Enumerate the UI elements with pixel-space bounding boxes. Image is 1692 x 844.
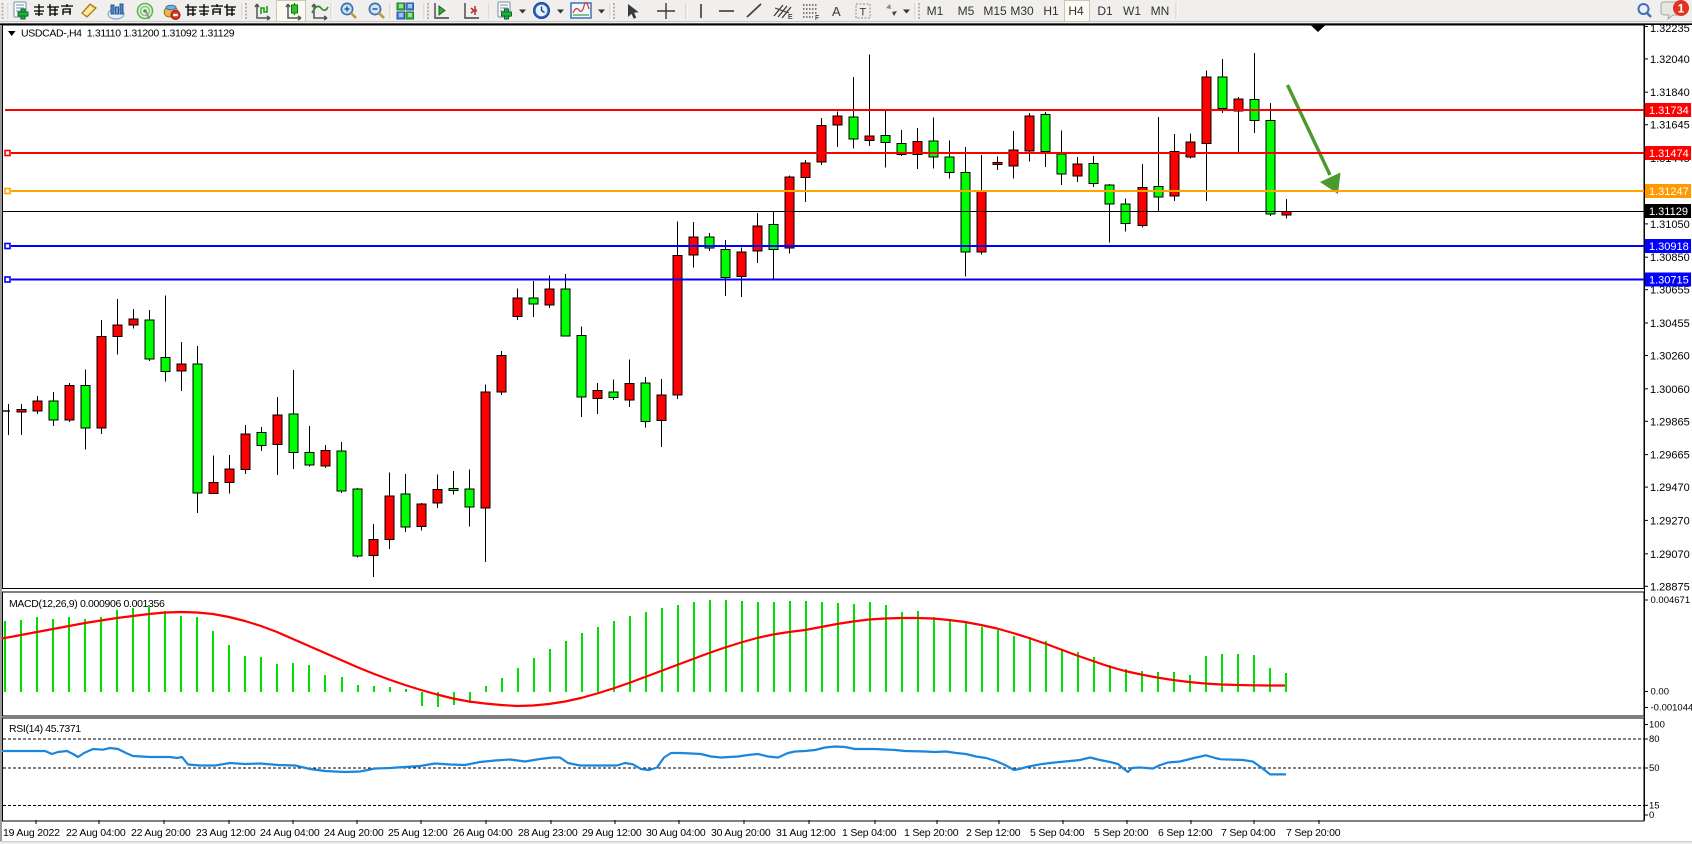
svg-text:1.30918: 1.30918 bbox=[1649, 241, 1689, 253]
svg-text:1 Sep 04:00: 1 Sep 04:00 bbox=[842, 827, 897, 839]
svg-text:1.30850: 1.30850 bbox=[1650, 252, 1690, 264]
svg-text:6 Sep 12:00: 6 Sep 12:00 bbox=[1158, 827, 1213, 839]
svg-text:1.28875: 1.28875 bbox=[1650, 581, 1690, 593]
svg-text:M30: M30 bbox=[1010, 4, 1034, 18]
svg-text:-0.001044: -0.001044 bbox=[1651, 703, 1692, 714]
svg-text:5 Sep 20:00: 5 Sep 20:00 bbox=[1094, 827, 1149, 839]
svg-text:1.30260: 1.30260 bbox=[1650, 351, 1690, 363]
svg-text:29 Aug 12:00: 29 Aug 12:00 bbox=[582, 827, 642, 839]
svg-text:22 Aug 20:00: 22 Aug 20:00 bbox=[131, 827, 191, 839]
svg-text:1.31247: 1.31247 bbox=[1649, 186, 1689, 198]
svg-text:1.30455: 1.30455 bbox=[1650, 318, 1690, 330]
svg-text:80: 80 bbox=[1649, 734, 1660, 745]
svg-text:1.32040: 1.32040 bbox=[1650, 54, 1690, 66]
svg-text:100: 100 bbox=[1649, 720, 1665, 731]
svg-text:1.29865: 1.29865 bbox=[1650, 416, 1690, 428]
svg-text:26 Aug 04:00: 26 Aug 04:00 bbox=[453, 827, 513, 839]
svg-text:2 Sep 12:00: 2 Sep 12:00 bbox=[966, 827, 1021, 839]
svg-text:USDCAD-,H4 1.31110 1.31200 1.: USDCAD-,H4 1.31110 1.31200 1.31092 1.311… bbox=[21, 28, 235, 40]
svg-text:1.31734: 1.31734 bbox=[1649, 105, 1689, 117]
svg-text:1.30655: 1.30655 bbox=[1650, 285, 1690, 297]
svg-text:1.31050: 1.31050 bbox=[1650, 219, 1690, 231]
svg-text:M5: M5 bbox=[958, 4, 975, 18]
svg-text:H1: H1 bbox=[1043, 4, 1059, 18]
svg-text:A: A bbox=[832, 4, 841, 19]
svg-text:E: E bbox=[788, 14, 793, 21]
svg-text:15: 15 bbox=[1649, 801, 1660, 812]
svg-text:50: 50 bbox=[1649, 763, 1660, 774]
svg-text:M1: M1 bbox=[927, 4, 944, 18]
svg-text:7 Sep 20:00: 7 Sep 20:00 bbox=[1286, 827, 1341, 839]
svg-text:0.004671: 0.004671 bbox=[1651, 595, 1691, 606]
svg-text:MACD(12,26,9) 0.000906 0.00135: MACD(12,26,9) 0.000906 0.001356 bbox=[9, 598, 165, 610]
svg-text:24 Aug 20:00: 24 Aug 20:00 bbox=[324, 827, 384, 839]
svg-text:1.30715: 1.30715 bbox=[1649, 275, 1689, 287]
svg-text:T: T bbox=[860, 7, 867, 19]
svg-text:1.31129: 1.31129 bbox=[1649, 206, 1688, 218]
svg-text:M15: M15 bbox=[983, 4, 1007, 18]
svg-text:D1: D1 bbox=[1097, 4, 1113, 18]
svg-text:1.31474: 1.31474 bbox=[1649, 148, 1689, 160]
svg-text:1.29270: 1.29270 bbox=[1650, 515, 1690, 527]
svg-text:23 Aug 12:00: 23 Aug 12:00 bbox=[196, 827, 256, 839]
svg-text:22 Aug 04:00: 22 Aug 04:00 bbox=[66, 827, 126, 839]
svg-text:1: 1 bbox=[1678, 2, 1685, 16]
svg-text:H4: H4 bbox=[1068, 4, 1084, 18]
svg-text:28 Aug 23:00: 28 Aug 23:00 bbox=[518, 827, 578, 839]
svg-text:7 Sep 04:00: 7 Sep 04:00 bbox=[1221, 827, 1276, 839]
svg-text:1.29470: 1.29470 bbox=[1650, 482, 1690, 494]
svg-text:RSI(14) 45.7371: RSI(14) 45.7371 bbox=[9, 723, 81, 735]
svg-text:0: 0 bbox=[1649, 810, 1654, 821]
svg-text:1.29665: 1.29665 bbox=[1650, 450, 1690, 462]
svg-text:30 Aug 04:00: 30 Aug 04:00 bbox=[646, 827, 706, 839]
svg-text:0.00: 0.00 bbox=[1651, 687, 1670, 698]
svg-text:5 Sep 04:00: 5 Sep 04:00 bbox=[1030, 827, 1085, 839]
svg-text:1.31645: 1.31645 bbox=[1650, 120, 1690, 132]
svg-text:31 Aug 12:00: 31 Aug 12:00 bbox=[776, 827, 836, 839]
svg-text:30 Aug 20:00: 30 Aug 20:00 bbox=[711, 827, 771, 839]
svg-text:1 Sep 20:00: 1 Sep 20:00 bbox=[904, 827, 959, 839]
svg-text:25 Aug 12:00: 25 Aug 12:00 bbox=[388, 827, 448, 839]
svg-text:19 Aug 2022: 19 Aug 2022 bbox=[3, 827, 60, 839]
svg-text:1.30060: 1.30060 bbox=[1650, 384, 1690, 396]
svg-text:MN: MN bbox=[1151, 4, 1170, 18]
svg-text:W1: W1 bbox=[1123, 4, 1141, 18]
svg-text:F: F bbox=[815, 15, 819, 22]
svg-text:1.31840: 1.31840 bbox=[1650, 87, 1690, 99]
svg-text:1.29070: 1.29070 bbox=[1650, 549, 1690, 561]
svg-text:24 Aug 04:00: 24 Aug 04:00 bbox=[260, 827, 320, 839]
svg-text:1.32235: 1.32235 bbox=[1650, 24, 1690, 35]
